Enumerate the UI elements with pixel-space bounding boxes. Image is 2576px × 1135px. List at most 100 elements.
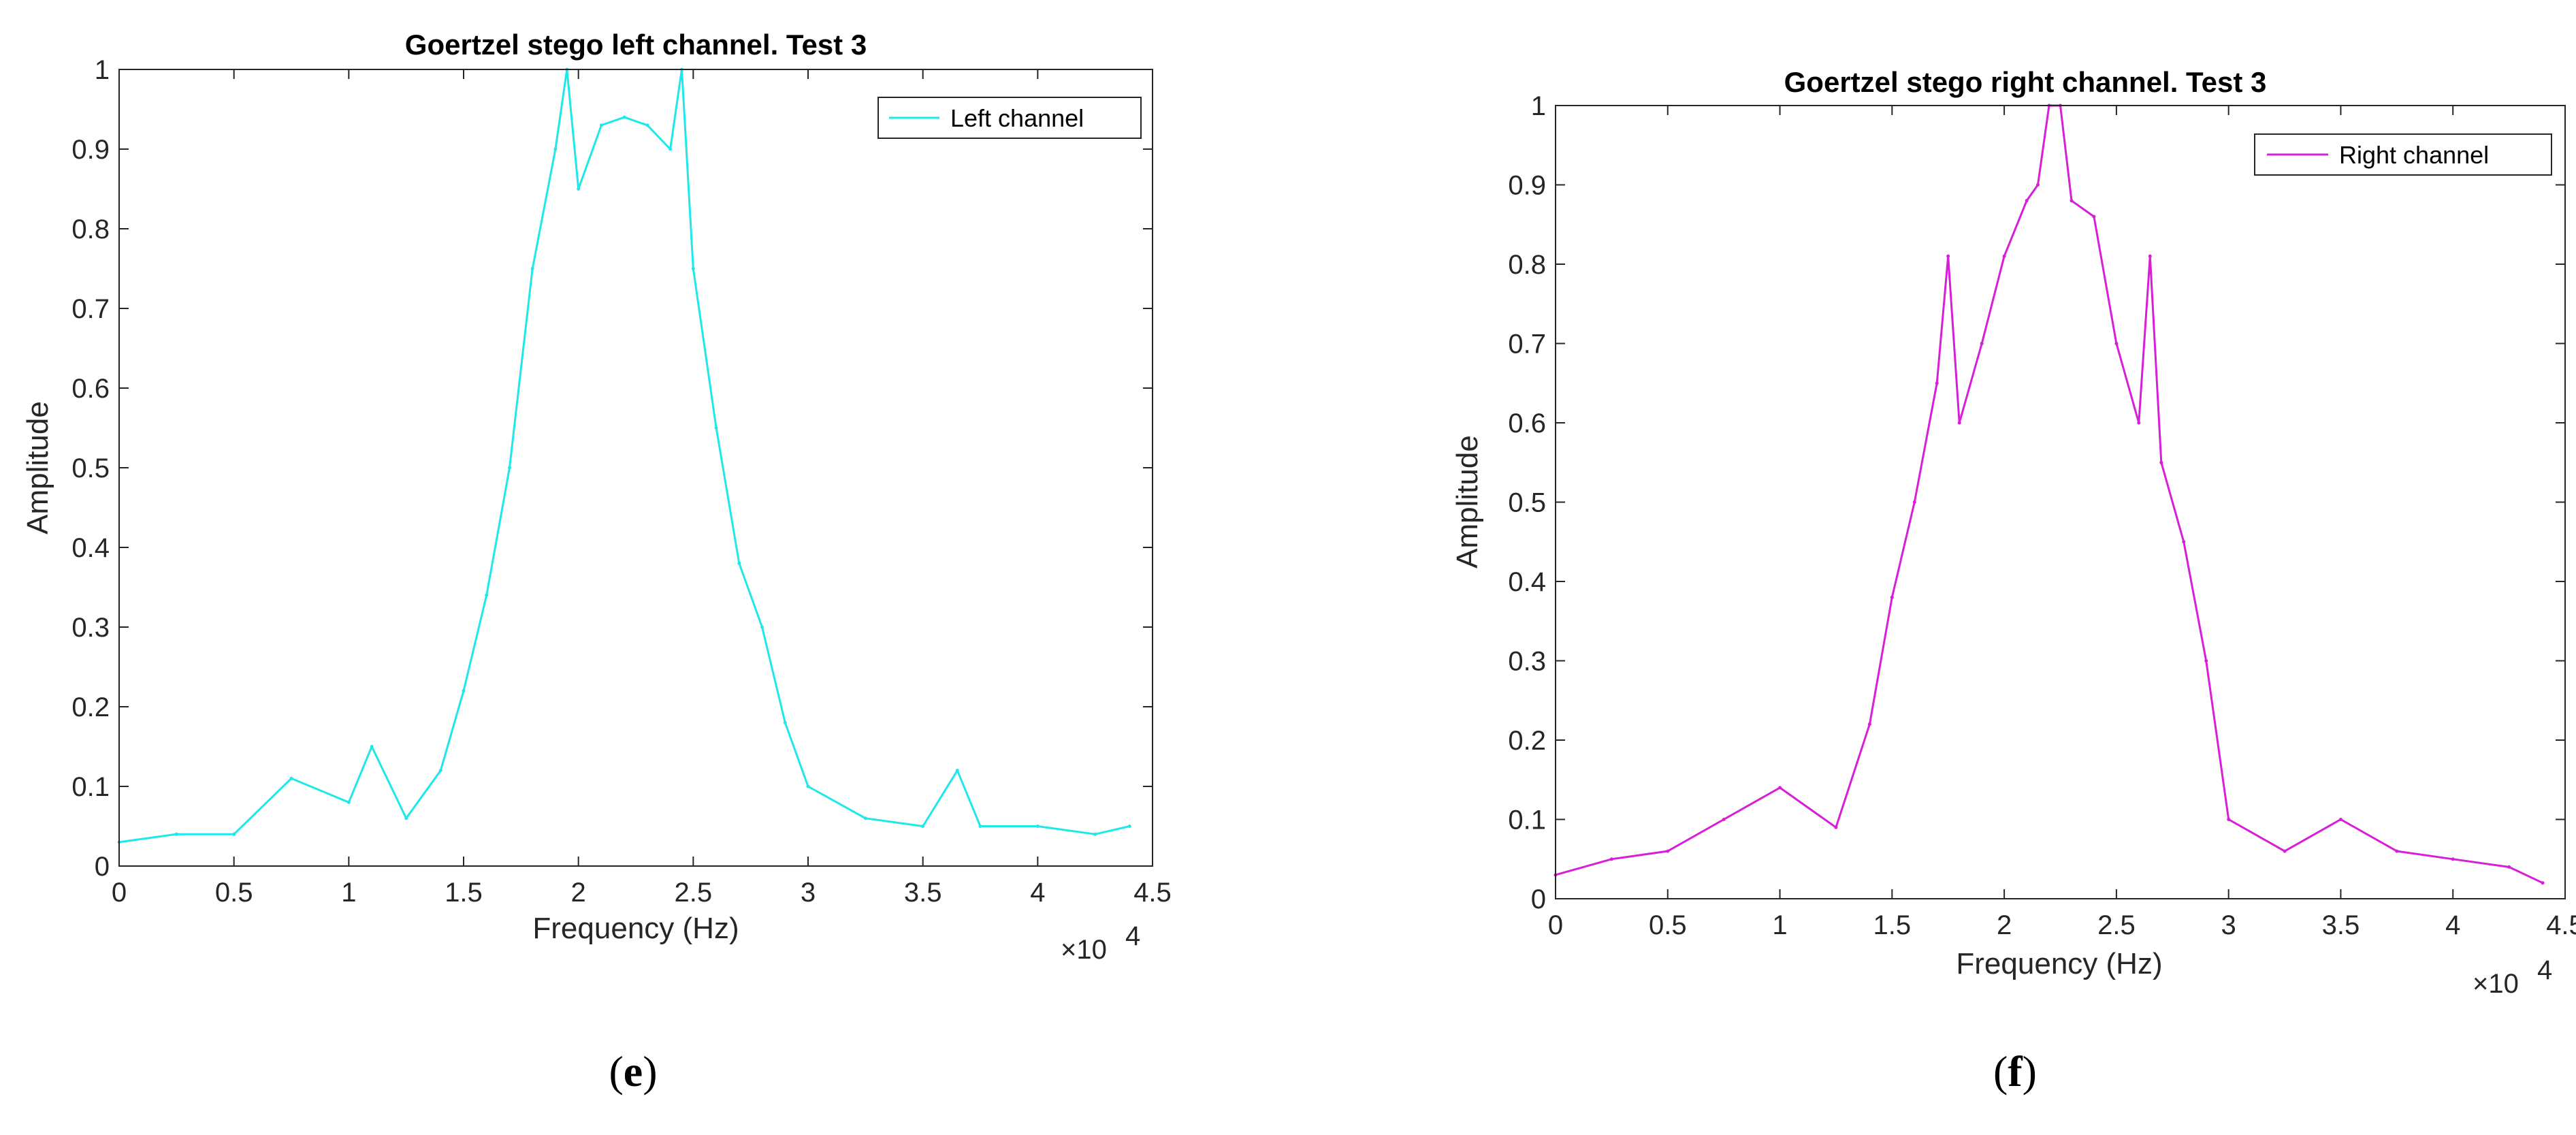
data-point — [370, 745, 374, 748]
data-point — [2148, 254, 2152, 258]
chart-title: Goertzel stego left channel. Test 3 — [405, 29, 867, 61]
data-point — [2395, 849, 2399, 853]
x-tick-label: 2.5 — [2097, 910, 2136, 940]
subfigure-caption: (f) — [1993, 1047, 2037, 1096]
y-tick-label: 0.8 — [71, 214, 110, 244]
y-ticks: 0 0.1 0.2 0.3 0.4 0.5 0.6 0.7 0.8 0.9 1 — [71, 55, 1153, 882]
data-point — [2002, 254, 2006, 258]
y-tick-label: 0.9 — [1508, 171, 1546, 201]
y-tick-label: 0.2 — [1508, 726, 1546, 756]
data-point — [1946, 254, 1950, 258]
plot-area — [117, 67, 1131, 844]
chart-title: Goertzel stego right channel. Test 3 — [1784, 66, 2267, 98]
data-point — [691, 267, 695, 270]
data-point — [347, 800, 351, 804]
data-point — [1957, 421, 1961, 425]
y-tick-label: 1 — [1531, 91, 1546, 121]
x-ticks: 0 0.5 1 1.5 2 2.5 3 3.5 4 4.5 — [112, 69, 1172, 908]
y-tick-label: 0.3 — [1508, 647, 1546, 677]
caption-letter: f — [2008, 1047, 2023, 1096]
x-tick-label: 1.5 — [445, 878, 483, 908]
y-tick-label: 0.2 — [71, 692, 110, 722]
plot-area — [1553, 103, 2545, 885]
axes-box — [118, 69, 1153, 867]
data-point — [577, 187, 581, 191]
data-point — [1890, 595, 1894, 599]
y-tick-label: 0.4 — [1508, 567, 1546, 597]
data-point — [2227, 818, 2231, 821]
x-axis-label: Frequency (Hz) — [1956, 947, 2162, 980]
y-tick-label: 0.8 — [1508, 250, 1546, 280]
data-point — [783, 720, 787, 724]
data-point — [1935, 381, 1939, 385]
y-tick-label: 1 — [95, 55, 110, 85]
y-tick-label: 0.5 — [1508, 488, 1546, 518]
x-exponent-base: ×10 — [2473, 969, 2519, 999]
data-point — [485, 593, 489, 597]
data-point — [737, 561, 741, 565]
data-point — [2092, 214, 2096, 219]
x-tick-label: 3.5 — [2322, 910, 2360, 940]
caption-open-paren: ( — [609, 1047, 623, 1096]
data-point — [508, 466, 511, 470]
data-point — [2070, 199, 2074, 203]
data-point — [1834, 825, 1838, 829]
y-tick-label: 0 — [95, 852, 110, 882]
y-tick-label: 0.5 — [71, 453, 110, 483]
legend-entry-right-channel: Right channel — [2339, 141, 2489, 169]
y-tick-label: 0.7 — [1508, 330, 1546, 359]
y-tick-label: 0.7 — [71, 294, 110, 324]
x-exponent-power: 4 — [2537, 955, 2552, 985]
x-ticks: 0 0.5 1 1.5 2 2.5 3 3.5 4 4.5 — [1548, 106, 2576, 940]
data-point — [1867, 722, 1871, 726]
x-exponent-label: ×10 4 — [2473, 955, 2552, 999]
data-point — [669, 147, 673, 151]
y-tick-label: 0.6 — [1508, 409, 1546, 438]
y-tick-label: 0 — [1531, 884, 1546, 914]
data-point — [1722, 818, 1726, 821]
y-tick-label: 0.9 — [71, 135, 110, 165]
data-point — [438, 769, 442, 773]
axes-box — [1555, 105, 2566, 899]
data-point — [714, 426, 718, 430]
data-point — [1980, 342, 1984, 345]
x-tick-label: 4.5 — [1133, 878, 1172, 908]
x-tick-label: 1 — [341, 878, 356, 908]
y-axis-label: Amplitude — [1451, 435, 1484, 569]
data-point — [462, 689, 466, 693]
x-exponent-base: ×10 — [1061, 935, 1107, 965]
data-point — [2204, 659, 2208, 662]
x-tick-label: 0 — [112, 878, 127, 908]
x-axis-label: Frequency (Hz) — [532, 912, 739, 945]
x-tick-label: 1 — [1772, 910, 1787, 940]
data-point — [174, 832, 178, 836]
data-point — [1666, 849, 1670, 853]
data-point — [530, 267, 534, 270]
y-tick-label: 0.4 — [71, 533, 110, 563]
data-point — [1778, 786, 1782, 790]
data-point — [760, 625, 764, 629]
x-tick-label: 1.5 — [1873, 910, 1912, 940]
x-exponent-label: ×10 4 — [1061, 921, 1140, 965]
legend: Right channel — [2254, 133, 2552, 176]
x-tick-label: 2.5 — [675, 878, 713, 908]
caption-close-paren: ) — [2023, 1047, 2037, 1096]
x-exponent-power: 4 — [1125, 921, 1140, 951]
caption-open-paren: ( — [1993, 1047, 2008, 1096]
subfigure-caption: (e) — [609, 1047, 657, 1096]
x-tick-label: 4.5 — [2546, 910, 2576, 940]
data-point — [232, 832, 236, 836]
x-tick-label: 0.5 — [215, 878, 253, 908]
data-point — [2114, 342, 2119, 345]
x-tick-label: 0.5 — [1649, 910, 1687, 940]
data-point — [1912, 500, 1916, 504]
data-point — [2541, 881, 2545, 885]
data-point — [863, 816, 867, 820]
data-point — [1127, 825, 1131, 828]
data-point — [955, 769, 959, 773]
y-axis-label: Amplitude — [21, 401, 54, 534]
x-tick-label: 2 — [1997, 910, 2012, 940]
y-tick-label: 0.3 — [71, 613, 110, 643]
data-point — [921, 825, 925, 828]
